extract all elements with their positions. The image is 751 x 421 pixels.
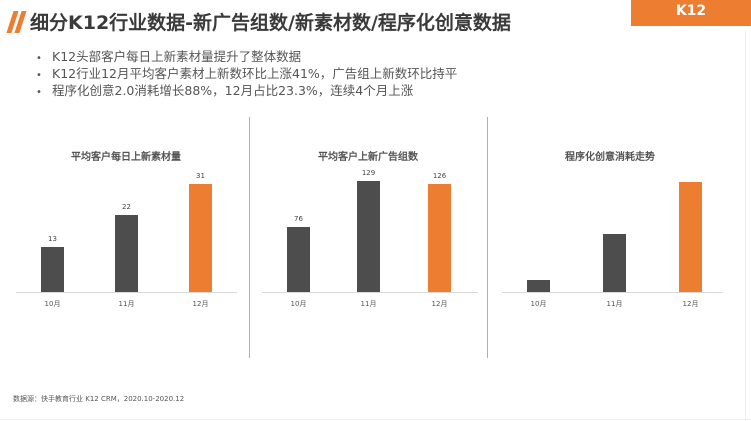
bar-11月 <box>357 181 380 292</box>
divider <box>0 419 751 420</box>
data-source: 数据源：快手教育行业 K12 CRM，2020.10-2020.12 <box>13 395 185 403</box>
data-label: 129 <box>361 169 376 178</box>
bullet-item: 程序化创意2.0消耗增长88%，12月占比23.3%，连续4个月上涨 <box>36 80 457 98</box>
data-label: 76 <box>294 214 303 223</box>
x-tick-label: 10月 <box>530 300 547 308</box>
bar-12月 <box>679 182 702 292</box>
bullet-item: K12行业12月平均客户素材上新数环比上涨41%，广告组上新数环比持平 <box>36 63 457 81</box>
x-axis-line <box>16 292 237 293</box>
x-tick-label: 12月 <box>682 300 699 308</box>
bar-12月 <box>189 183 212 292</box>
x-tick-label: 11月 <box>606 300 623 308</box>
divider <box>745 30 746 421</box>
bar-12月 <box>428 183 451 292</box>
bar-10月 <box>287 226 310 292</box>
chart-title: 平均客户每日上新素材量 <box>71 152 181 163</box>
chart-title: 平均客户上新广告组数 <box>318 152 418 163</box>
summary-bullets: K12头部客户每日上新素材量提升了整体数据 K12行业12月平均客户素材上新数环… <box>36 46 457 98</box>
bar-11月 <box>115 215 138 292</box>
chart-title: 程序化创意消耗走势 <box>565 152 655 163</box>
data-label: 13 <box>48 234 57 243</box>
bullet-item: K12头部客户每日上新素材量提升了整体数据 <box>36 46 457 64</box>
x-tick-label: 12月 <box>192 300 209 308</box>
x-tick-label: 11月 <box>360 300 377 308</box>
data-label: 126 <box>432 171 447 180</box>
x-tick-label: 10月 <box>290 300 307 308</box>
x-axis-line <box>502 292 723 293</box>
data-label: 22 <box>122 203 131 212</box>
bar-10月 <box>527 279 550 292</box>
divider <box>249 117 250 358</box>
page-title: 细分K12行业数据-新广告组数/新素材数/程序化创意数据 <box>30 12 511 34</box>
divider <box>487 117 488 358</box>
x-tick-label: 10月 <box>44 300 61 308</box>
bar-10月 <box>41 246 64 292</box>
data-label: 31 <box>196 171 205 180</box>
x-axis-line <box>262 292 478 293</box>
x-tick-label: 11月 <box>118 300 135 308</box>
category-tag: K12 <box>631 0 751 26</box>
x-tick-label: 12月 <box>431 300 448 308</box>
bar-11月 <box>603 234 626 292</box>
